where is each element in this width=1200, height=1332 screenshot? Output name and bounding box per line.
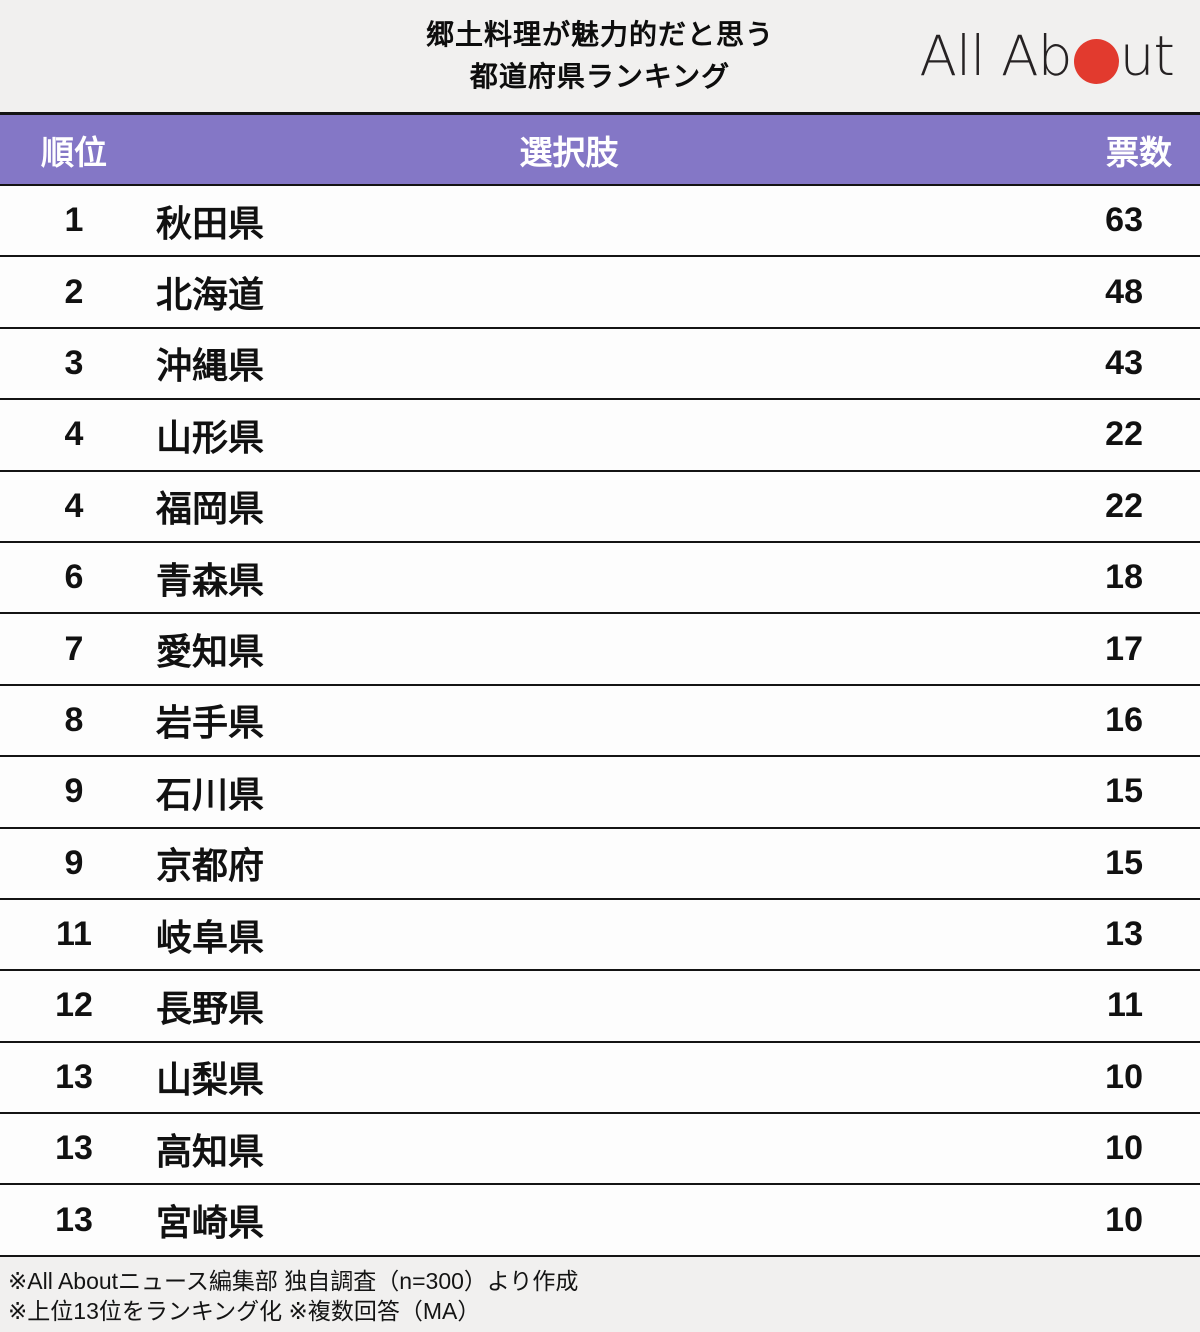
votes-cell: 17	[1105, 629, 1143, 668]
title-line-2: 都道府県ランキング	[469, 61, 731, 92]
prefecture-cell: 福岡県	[156, 488, 265, 530]
prefecture-cell: 岩手県	[156, 702, 265, 744]
rank-cell: 4	[64, 486, 84, 525]
prefecture-cell: 石川県	[156, 773, 265, 815]
table-row: 13 高知県 10	[0, 1114, 1200, 1186]
prefecture-cell: 山梨県	[156, 1059, 265, 1101]
prefecture-cell: 愛知県	[156, 631, 265, 673]
table-row: 7 愛知県 17	[0, 614, 1200, 686]
table-row: 1 秋田県 63	[0, 186, 1200, 258]
votes-cell: 48	[1105, 272, 1143, 311]
table-body: 1 秋田県 63 2 北海道 48 3 沖縄県 43 4 山形県 22 4 福岡…	[0, 186, 1200, 1257]
prefecture-cell: 長野県	[156, 987, 265, 1029]
title-line-1: 郷土料理が魅力的だと思う	[425, 19, 774, 50]
table-row: 13 山梨県 10	[0, 1042, 1200, 1115]
allabout-logo: All Ab ut	[919, 24, 1175, 88]
logo-text-right: ut	[1119, 24, 1175, 88]
prefecture-cell: 北海道	[156, 274, 265, 316]
column-header-rank: 順位	[41, 133, 107, 171]
votes-cell: 10	[1105, 1200, 1143, 1239]
prefecture-cell: 岐阜県	[156, 916, 265, 958]
rank-cell: 9	[64, 772, 84, 811]
prefecture-cell: 青森県	[156, 559, 265, 601]
prefecture-cell: 高知県	[156, 1130, 265, 1172]
rank-cell: 1	[64, 201, 84, 240]
table-row: 6 青森県 18	[0, 542, 1200, 615]
rank-cell: 9	[64, 843, 84, 882]
rank-cell: 8	[64, 700, 84, 739]
rank-cell: 13	[55, 1057, 93, 1096]
table-row: 13 宮崎県 10	[0, 1185, 1200, 1257]
votes-cell: 43	[1105, 343, 1143, 382]
votes-cell: 10	[1105, 1129, 1143, 1168]
footnotes: ※All Aboutニュース編集部 独自調査（n=300）より作成 ※上位13位…	[0, 1257, 1200, 1326]
column-header-choice: 選択肢	[519, 133, 619, 171]
logo-red-circle-icon	[1073, 38, 1119, 84]
votes-cell: 15	[1105, 843, 1143, 882]
rank-cell: 3	[64, 343, 84, 382]
votes-cell: 11	[1107, 986, 1143, 1025]
votes-cell: 22	[1105, 415, 1143, 454]
header: 郷土料理が魅力的だと思う 都道府県ランキング All Ab ut	[0, 0, 1200, 112]
table-row: 4 福岡県 22	[0, 471, 1200, 543]
prefecture-cell: 山形県	[156, 416, 265, 458]
votes-cell: 63	[1105, 201, 1143, 240]
prefecture-cell: 沖縄県	[156, 345, 265, 387]
rank-cell: 11	[56, 915, 92, 954]
rank-cell: 13	[55, 1129, 93, 1168]
rank-cell: 12	[55, 986, 93, 1025]
logo-text-left: All Ab	[919, 24, 1072, 88]
page-title: 郷土料理が魅力的だと思う 都道府県ランキング	[426, 14, 774, 98]
table-header-row: 順位 選択肢 票数	[0, 112, 1200, 186]
table-row: 11 岐阜県 13	[0, 899, 1200, 972]
rank-cell: 7	[64, 629, 84, 668]
prefecture-cell: 秋田県	[156, 202, 265, 244]
votes-cell: 13	[1105, 915, 1143, 954]
rank-cell: 6	[64, 558, 84, 597]
votes-cell: 22	[1105, 486, 1143, 525]
votes-cell: 10	[1105, 1057, 1143, 1096]
table-row: 9 京都府 15	[0, 828, 1200, 900]
table-row: 9 石川県 15	[0, 757, 1200, 829]
table-row: 8 岩手県 16	[0, 685, 1200, 758]
rank-cell: 13	[55, 1200, 93, 1239]
rank-cell: 4	[64, 415, 84, 454]
table-row: 12 長野県 11	[0, 971, 1200, 1043]
votes-cell: 16	[1105, 700, 1143, 739]
votes-cell: 15	[1105, 772, 1143, 811]
table-row: 4 山形県 22	[0, 400, 1200, 472]
rank-cell: 2	[64, 272, 84, 311]
prefecture-cell: 宮崎県	[156, 1202, 265, 1244]
column-header-votes: 票数	[1106, 133, 1172, 171]
table-row: 3 沖縄県 43	[0, 328, 1200, 401]
table-row: 2 北海道 48	[0, 257, 1200, 329]
prefecture-cell: 京都府	[156, 845, 265, 887]
footnote-line-2: ※上位13位をランキング化 ※複数回答（MA）	[8, 1297, 481, 1324]
footnote-line-1: ※All Aboutニュース編集部 独自調査（n=300）より作成	[8, 1267, 579, 1294]
votes-cell: 18	[1105, 558, 1143, 597]
